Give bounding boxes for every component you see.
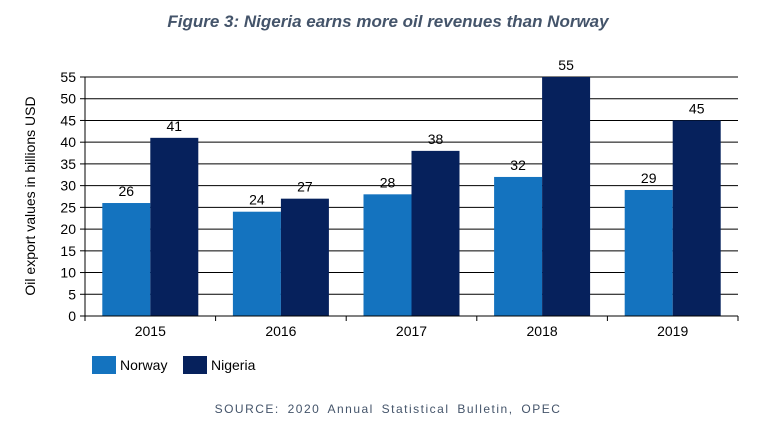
data-label-norway-2018: 32	[510, 157, 526, 173]
data-label-nigeria-2018: 55	[558, 57, 574, 73]
y-tick-label: 20	[60, 221, 76, 237]
y-tick-label: 40	[60, 134, 76, 150]
data-label-norway-2017: 28	[380, 174, 396, 190]
y-tick-label: 25	[60, 199, 76, 215]
legend-label-nigeria: Nigeria	[211, 357, 256, 373]
legend-swatch-nigeria	[183, 356, 207, 374]
y-tick-label: 35	[60, 156, 76, 172]
bar-nigeria-2015	[150, 137, 199, 316]
x-tick-label: 2019	[657, 323, 688, 339]
y-tick-label: 5	[68, 286, 76, 302]
bar-nigeria-2016	[280, 198, 329, 316]
y-tick-label: 50	[60, 91, 76, 107]
y-tick-label: 55	[60, 69, 76, 85]
y-tick-label: 15	[60, 243, 76, 259]
y-tick-label: 45	[60, 112, 76, 128]
bars	[102, 77, 721, 316]
bar-norway-2017	[363, 194, 412, 316]
x-tick-label: 2018	[527, 323, 558, 339]
data-label-norway-2015: 26	[119, 183, 135, 199]
axes: 0 5 10 15 20 25 30 35 40 45 50 55 2015 2016 2017 2018 20…	[60, 69, 739, 339]
y-tick-label: 30	[60, 178, 76, 194]
x-tick-label: 2017	[396, 323, 427, 339]
data-label-nigeria-2019: 45	[689, 100, 705, 116]
bar-nigeria-2017	[411, 150, 460, 316]
data-label-nigeria-2015: 41	[167, 118, 183, 134]
legend-label-norway: Norway	[120, 357, 167, 373]
x-tick-label: 2016	[265, 323, 296, 339]
legend-swatch-norway	[92, 356, 116, 374]
bar-nigeria-2019	[672, 120, 721, 316]
data-label-nigeria-2017: 38	[428, 131, 444, 147]
x-tick-label: 2015	[135, 323, 166, 339]
y-axis-title: Oil export values in billions USD	[22, 96, 38, 295]
data-label-norway-2016: 24	[249, 192, 265, 208]
data-label-nigeria-2016: 27	[297, 179, 313, 195]
source-note: SOURCE: 2020 Annual Statistical Bulletin…	[214, 402, 562, 416]
bar-nigeria-2018	[542, 77, 591, 316]
y-tick-label: 10	[60, 265, 76, 281]
data-label-norway-2019: 29	[641, 170, 657, 186]
legend: Norway Nigeria	[92, 356, 256, 374]
y-tick-label: 0	[68, 308, 76, 324]
chart-title: Figure 3: Nigeria earns more oil revenue…	[167, 12, 609, 31]
bar-norway-2016	[232, 211, 281, 316]
bar-norway-2019	[624, 189, 673, 316]
bar-norway-2018	[494, 176, 543, 316]
data-labels: 26 41 24 27 28 38 32 55 29 45	[119, 57, 705, 208]
bar-norway-2015	[102, 203, 151, 316]
